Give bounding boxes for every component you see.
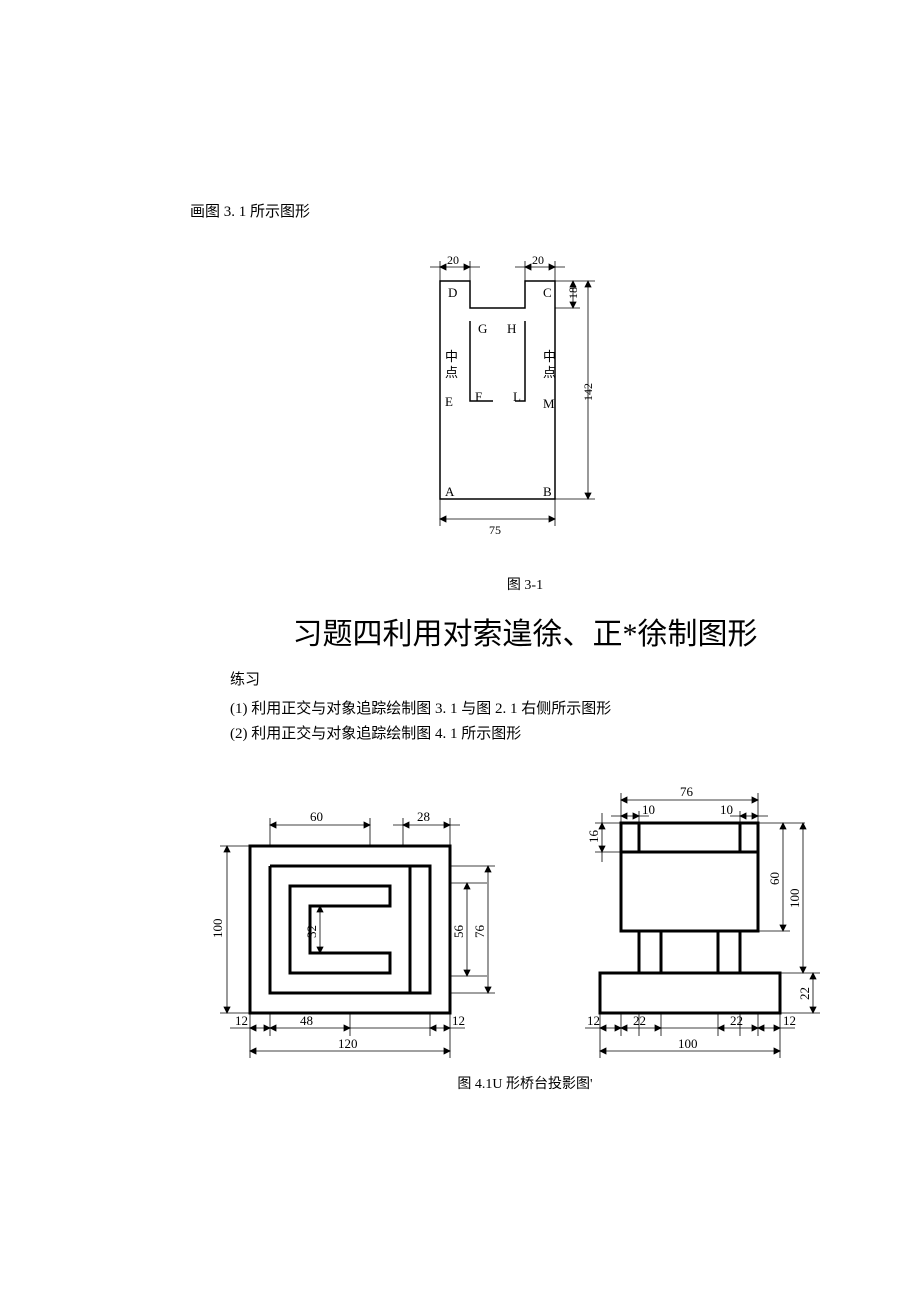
dim-142: 142 [581,383,595,401]
dim-120: 120 [338,1036,358,1051]
label-F: F [475,389,482,404]
dim-60v: 60 [767,872,782,885]
label-midpoint-left: 中 [445,349,458,364]
dim-22l-b: 22 [633,1013,646,1028]
intro-text: 画图 3. 1 所示图形 [190,200,860,221]
practice-item-2: (2) 利用正交与对象追踪绘制图 4. 1 所示图形 [230,722,860,743]
dim-12bl: 12 [235,1013,248,1028]
dim-10l: 10 [642,802,655,817]
dim-18: 18 [566,287,580,299]
label-G: G [478,321,487,336]
dim-76: 76 [680,784,694,799]
dim-76: 76 [472,925,487,939]
figure-3-1: A B C D E F G H L M 中 点 中 点 [190,251,860,594]
figure-3-1-caption: 图 3-1 [190,574,860,594]
dim-12r: 12 [452,1013,465,1028]
dim-28: 28 [417,809,430,824]
dim-22v: 22 [797,987,812,1000]
figure-4-1: 60 28 100 56 76 32 12 48 12 120 [190,763,860,1063]
label-H: H [507,321,516,336]
label-L: L [513,389,521,404]
label-midpoint-right2: 点 [543,365,556,380]
dim-56: 56 [451,925,466,939]
dim-75: 75 [489,523,501,537]
dim-100b: 100 [678,1036,698,1051]
dim-20-right: 20 [532,253,544,267]
label-midpoint-left2: 点 [445,365,458,380]
label-A: A [445,484,455,499]
dim-100v: 100 [210,919,225,939]
dim-10r: 10 [720,802,733,817]
label-M: M [543,396,555,411]
dim-48: 48 [300,1013,313,1028]
practice-label: 练习 [230,668,860,689]
dim-16v: 16 [586,830,601,844]
figure-4-1-caption: 图 4.1U 形桥台投影图' [190,1073,860,1093]
dim-32v: 32 [304,925,319,938]
label-E: E [445,394,453,409]
dim-60: 60 [310,809,323,824]
label-midpoint-right: 中 [543,349,556,364]
dim-100v-r: 100 [787,889,802,909]
dim-12r-b: 12 [783,1013,796,1028]
dim-20-left: 20 [447,253,459,267]
label-C: C [543,285,552,300]
practice-item-1: (1) 利用正交与对象追踪绘制图 3. 1 与图 2. 1 右侧所示图形 [230,697,860,718]
practice-list: (1) 利用正交与对象追踪绘制图 3. 1 与图 2. 1 右侧所示图形 (2)… [230,697,860,743]
dim-22r-b: 22 [730,1013,743,1028]
label-B: B [543,484,552,499]
dim-12l-b: 12 [587,1013,600,1028]
exercise-title: 习题四利用对索遑徐、正*徐制图形 [190,609,860,653]
label-D: D [448,285,457,300]
